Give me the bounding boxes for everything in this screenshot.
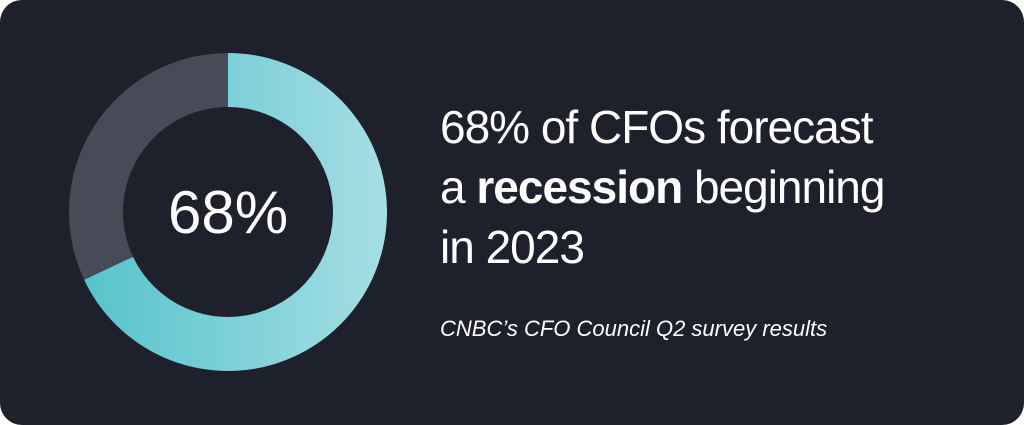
headline-line-3: in 2023: [440, 221, 584, 273]
headline-line-1: 68% of CFOs forecast: [440, 101, 874, 153]
donut-segment: [68, 52, 228, 280]
center-label: 68%: [168, 179, 288, 246]
headline-emphasis: recession: [476, 161, 682, 213]
headline-text: beginning: [682, 161, 884, 213]
donut-segment: [84, 53, 387, 371]
headline-text: a: [440, 161, 476, 213]
headline-line-2: a recession beginning: [440, 161, 884, 213]
source-note: CNBC’s CFO Council Q2 survey results: [440, 316, 827, 341]
donut-chart: 68%: [68, 52, 387, 371]
